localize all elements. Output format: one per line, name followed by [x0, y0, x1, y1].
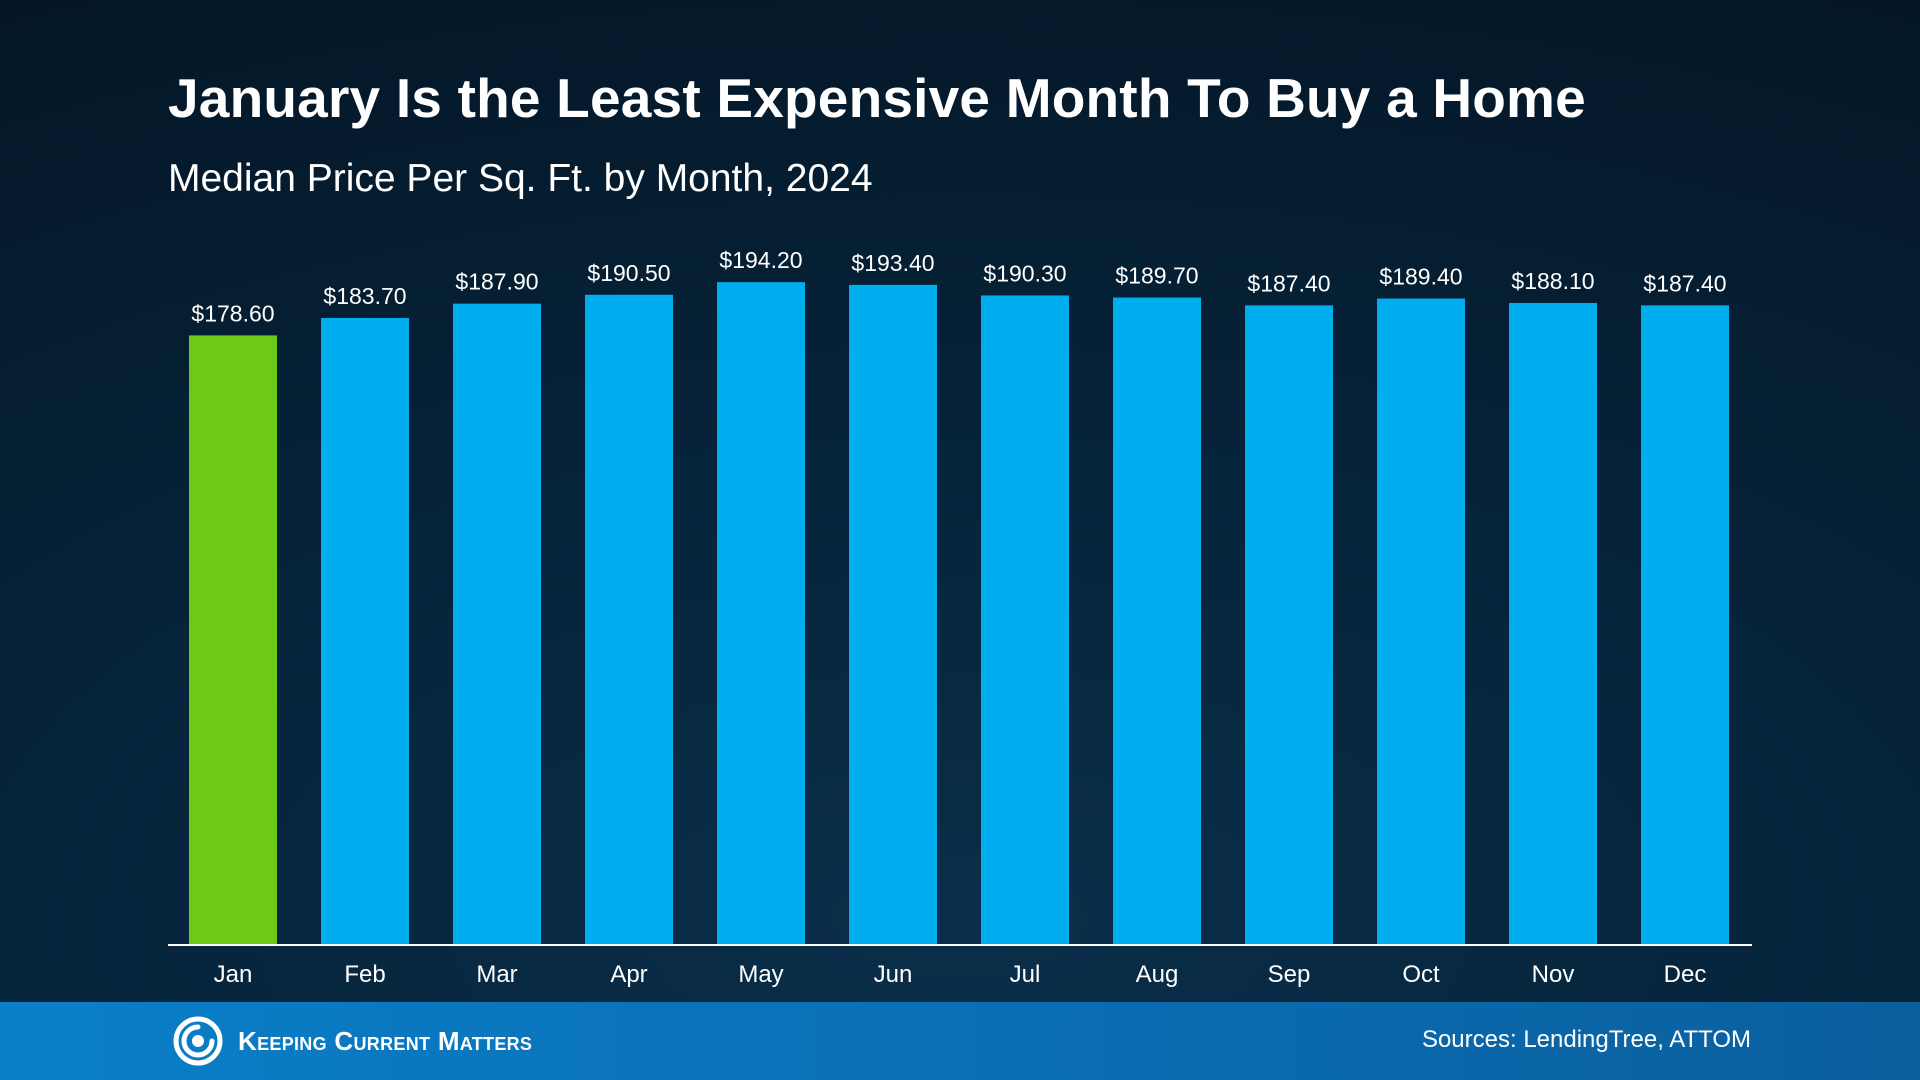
kcm-spiral-icon: [173, 1016, 223, 1066]
value-label-jan: $178.60: [191, 300, 274, 326]
bar-chart: $178.60 $183.70 $187.90 $190.50 $194.20 $193.…: [189, 247, 1729, 988]
bar-jun: [849, 284, 937, 945]
bar-apr: [585, 294, 673, 945]
bar-dec: [1641, 305, 1729, 945]
x-tick-label-sep: Sep: [1268, 961, 1311, 988]
x-tick-label-feb: Feb: [344, 961, 385, 988]
bar-aug: [1113, 297, 1201, 946]
chart-subtitle: Median Price Per Sq. Ft. by Month, 2024: [168, 157, 873, 200]
x-tick-label-aug: Aug: [1136, 961, 1179, 988]
bar-mar: [453, 303, 541, 945]
bar-feb: [321, 317, 409, 945]
value-label-mar: $187.90: [455, 269, 538, 295]
x-tick-label-may: May: [738, 961, 783, 988]
brand-name: Keeping Current Matters: [238, 1025, 533, 1056]
value-label-jun: $193.40: [851, 250, 934, 276]
x-tick-label-jul: Jul: [1010, 961, 1041, 988]
value-labels-group: $178.60 $183.70 $187.90 $190.50 $194.20 $193.…: [191, 247, 1726, 326]
x-tick-label-dec: Dec: [1664, 961, 1707, 988]
value-label-sep: $187.40: [1247, 270, 1330, 296]
value-label-dec: $187.40: [1643, 270, 1726, 296]
x-tick-label-jan: Jan: [214, 961, 253, 988]
bar-jan: [189, 335, 277, 945]
value-label-feb: $183.70: [323, 283, 406, 309]
x-tick-label-nov: Nov: [1532, 961, 1575, 988]
value-label-may: $194.20: [719, 247, 802, 273]
chart-title: January Is the Least Expensive Month To …: [168, 67, 1586, 129]
value-label-jul: $190.30: [983, 260, 1066, 286]
x-tick-label-apr: Apr: [610, 961, 647, 988]
x-tick-label-mar: Mar: [476, 961, 517, 988]
footer-bar: Keeping Current Matters Sources: Lending…: [0, 1002, 1920, 1080]
bar-may: [717, 282, 805, 945]
bars-group: [189, 282, 1729, 946]
value-label-nov: $188.10: [1511, 268, 1594, 294]
x-tick-label-jun: Jun: [874, 961, 913, 988]
bar-oct: [1377, 298, 1465, 945]
value-label-oct: $189.40: [1379, 264, 1462, 290]
bar-jul: [981, 295, 1069, 945]
sources-text: Sources: LendingTree, ATTOM: [1421, 1026, 1751, 1053]
brand-logo: Keeping Current Matters: [172, 1015, 532, 1067]
value-label-apr: $190.50: [587, 260, 670, 286]
value-label-aug: $189.70: [1115, 263, 1198, 289]
bar-sep: [1245, 305, 1333, 945]
x-tick-label-oct: Oct: [1402, 961, 1440, 988]
x-tick-labels-group: Jan Feb Mar Apr May Jun Jul Aug Sep Oct Nov Dec: [214, 961, 1707, 988]
bar-nov: [1509, 302, 1597, 945]
